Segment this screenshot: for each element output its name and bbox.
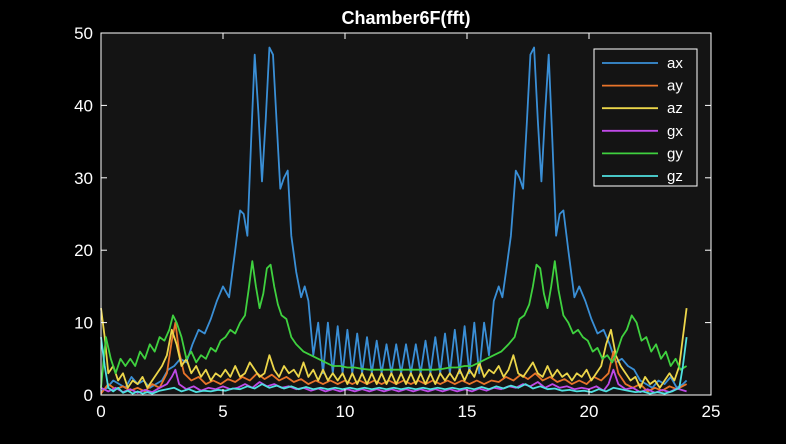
x-tick-label: 0 xyxy=(96,402,105,421)
series-layer xyxy=(100,46,688,395)
y-tick-label: 50 xyxy=(74,24,93,43)
y-tick-label: 30 xyxy=(74,169,93,188)
legend-label-az: az xyxy=(667,100,683,117)
ticks-layer: 0 5 10 15 20 25 0 10 20 30 40 50 xyxy=(74,24,720,421)
x-tick-label: 25 xyxy=(702,402,721,421)
y-tick-label: 0 xyxy=(84,386,93,405)
y-tick-label: 40 xyxy=(74,96,93,115)
x-tick-label: 10 xyxy=(336,402,355,421)
chart-title: Chamber6F(fft) xyxy=(342,8,471,28)
y-tick-label: 20 xyxy=(74,241,93,260)
series-line-az xyxy=(100,307,688,389)
legend-label-ay: ay xyxy=(667,78,683,95)
y-tick-label: 10 xyxy=(74,314,93,333)
x-tick-label: 5 xyxy=(218,402,227,421)
legend-label-ax: ax xyxy=(667,55,683,72)
axes-box xyxy=(100,32,712,396)
x-tick-label: 20 xyxy=(580,402,599,421)
legend-label-gx: gx xyxy=(667,123,683,140)
legend-label-gz: gz xyxy=(667,168,683,185)
legend-label-gy: gy xyxy=(667,145,683,162)
series-line-ax xyxy=(100,46,688,393)
series-line-gx xyxy=(100,368,687,394)
series-line-gz xyxy=(100,336,688,395)
legend: ax ay az gx gy gz xyxy=(593,48,698,187)
x-tick-label: 15 xyxy=(458,402,477,421)
series-line-gy xyxy=(100,260,688,388)
legend-box xyxy=(593,48,698,187)
